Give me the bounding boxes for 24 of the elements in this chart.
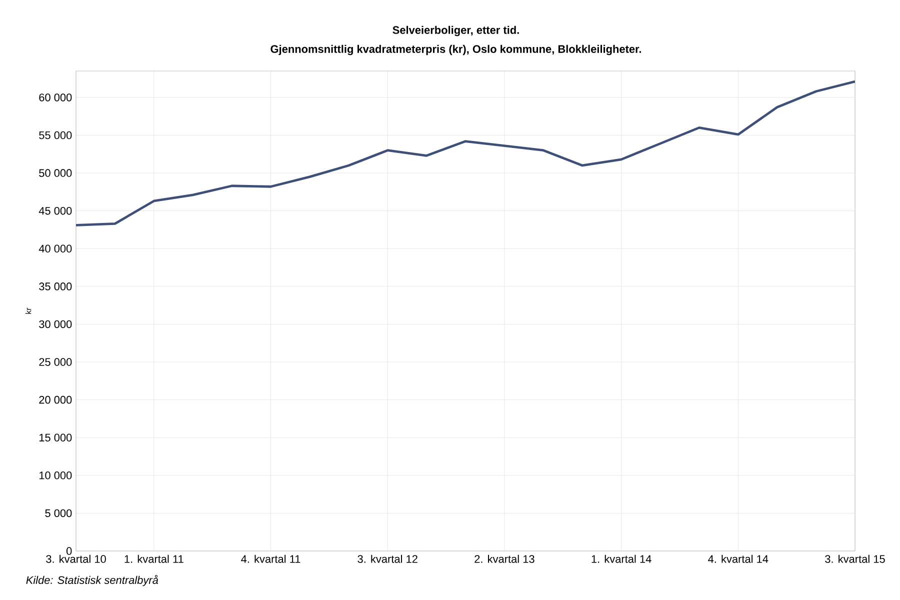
y-tick-label: 0: [66, 547, 72, 555]
y-tick-label: 30 000: [39, 320, 72, 328]
x-tick-label: 1. kvartal 11: [124, 554, 184, 563]
x-tick-label: 4. kvartal 14: [708, 554, 768, 563]
x-tick-label: 3. kvartal 10: [46, 554, 106, 563]
y-tick-label: 20 000: [39, 396, 72, 404]
y-tick-label: 35 000: [39, 282, 72, 290]
y-tick-label: 40 000: [38, 244, 72, 252]
chart-title: Selveierboliger, etter tid.: [392, 26, 519, 36]
y-tick-label: 5 000: [45, 509, 72, 518]
y-tick-label: 50 000: [39, 169, 72, 177]
x-tick-label: 3. kvartal 15: [825, 554, 885, 563]
x-tick-label: 2. kvartal 13: [474, 554, 534, 563]
x-tick-label: 4. kvartal 11: [241, 554, 300, 563]
x-tick-label: 1. kvartal 14: [592, 554, 652, 563]
x-tick-label: 3. kvartal 12: [358, 554, 418, 563]
y-tick-label: 60 000: [39, 94, 72, 102]
y-tick-label: 45 000: [38, 206, 72, 215]
chart-subtitle: Gjennomsnittlig kvadratmeterpris (kr), Oslo kommune, Blokkleiligheter.: [270, 44, 641, 56]
y-tick-label: 15 000: [39, 434, 72, 442]
text: Kilde: Statistisk sentralbyrå: [26, 575, 158, 586]
y-tick-label: 55 000: [39, 131, 72, 140]
y-tick-label: 10 000: [39, 472, 72, 480]
y-tick-label: 25 000: [39, 358, 72, 366]
